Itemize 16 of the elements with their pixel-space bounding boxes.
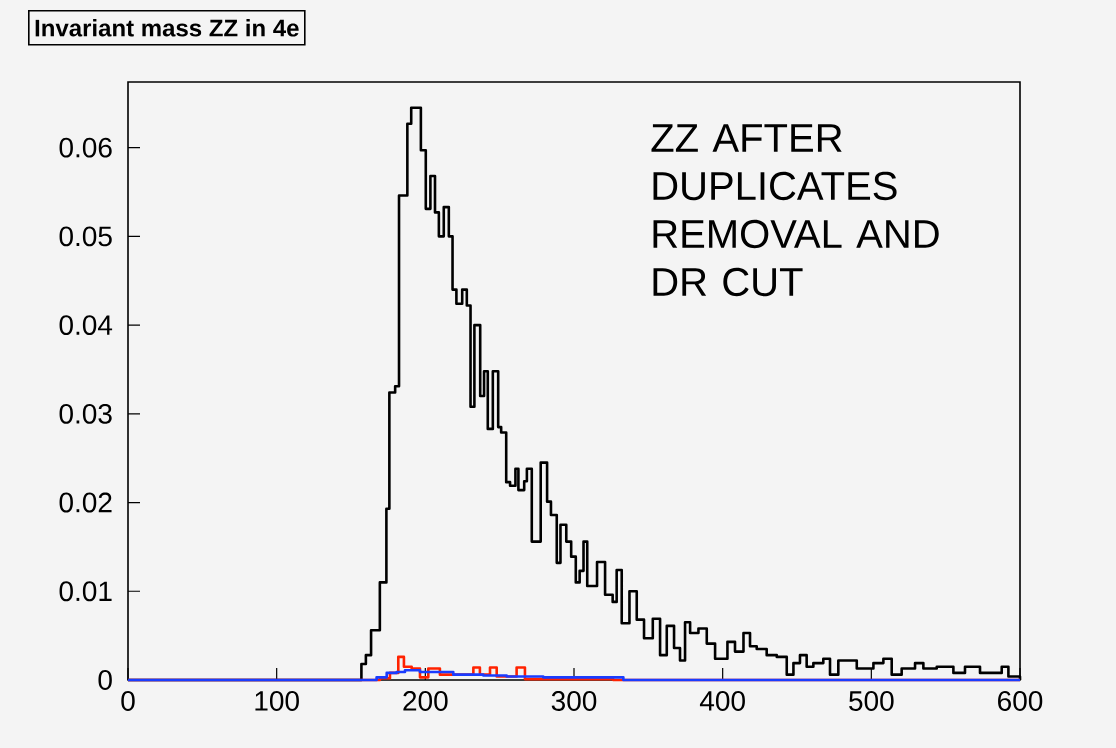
annotation: ZZ AFTER DUPLICATES REMOVAL AND DR CUT xyxy=(651,124,939,297)
y-tick-label: 0.04 xyxy=(59,315,113,336)
x-tick-label: 600 xyxy=(998,691,1043,711)
y-tick-label: 0.01 xyxy=(59,581,112,602)
y-tick-label: 0 xyxy=(98,670,112,690)
x-tick-label: 100 xyxy=(255,691,299,711)
x-tick-label: 300 xyxy=(551,691,597,711)
x-tick-label: 0 xyxy=(121,691,135,711)
chart-title: Invariant mass ZZ in 4e xyxy=(35,18,299,37)
x-tick-label: 400 xyxy=(699,691,745,711)
y-tick-label: 0.06 xyxy=(59,137,112,158)
x-tick-label: 500 xyxy=(849,691,894,711)
y-tick-label: 0.05 xyxy=(59,226,112,247)
y-tick-label: 0.03 xyxy=(59,403,112,424)
y-tick-label: 0.02 xyxy=(59,492,112,513)
x-tick-label: 200 xyxy=(403,691,448,711)
